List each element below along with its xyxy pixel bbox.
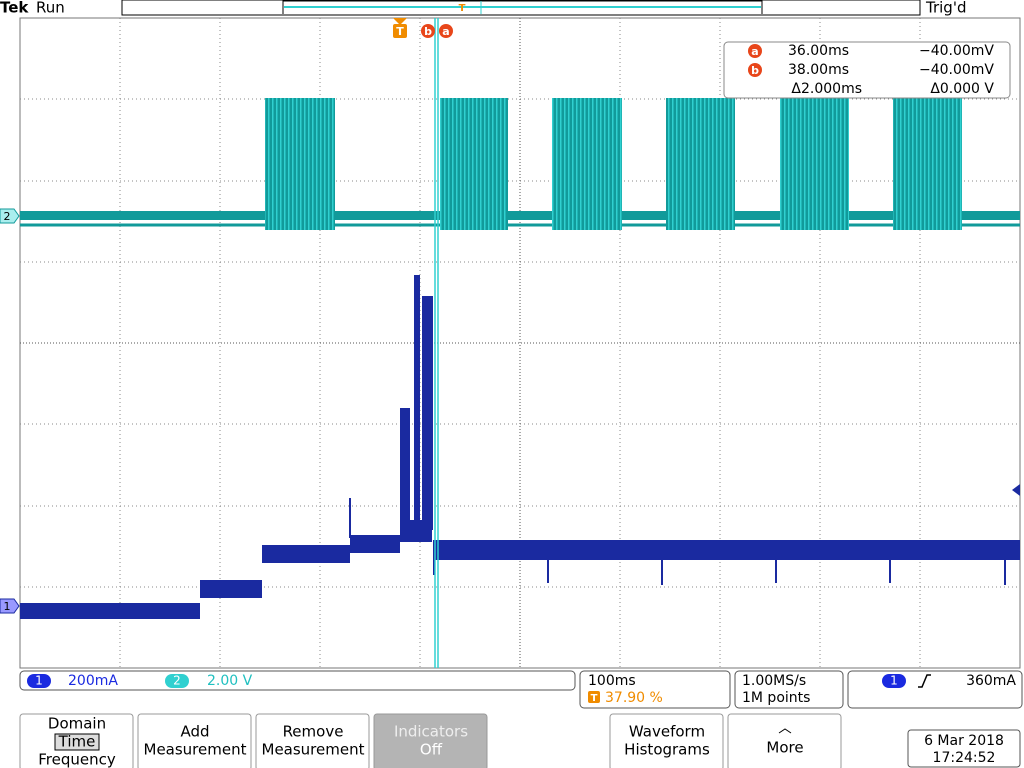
ch1-pill-label: 1 (35, 674, 43, 688)
trigger-arrow (393, 18, 407, 25)
trigger-status: Trig'd (925, 0, 966, 17)
trigger-level-marker (1012, 484, 1020, 496)
ch1-pill (27, 674, 51, 688)
button-text: Frequency (38, 751, 116, 768)
ch2-scale: 2.00 V (207, 673, 253, 689)
horizontal-scale: 100ms (588, 673, 636, 689)
button-text: Domain (48, 715, 106, 733)
button-text: Waveform (629, 723, 705, 741)
up-arrow (778, 728, 792, 734)
trigger-position: 37.90 % (605, 690, 663, 706)
ch1-marker (0, 598, 20, 614)
readout-a-time: 36.00ms (788, 43, 849, 59)
domain-button[interactable]: Domain Time Frequency (19, 713, 134, 768)
readout-delta-time: Δ2.000ms (791, 81, 862, 97)
readout-b-icon (748, 63, 762, 77)
horizontal-status (579, 670, 731, 709)
ch2-marker (0, 208, 20, 224)
acquisition-status (734, 670, 844, 709)
ch2-pill (165, 674, 189, 688)
button-text: Time (58, 733, 96, 751)
brand: Tek (0, 0, 29, 17)
button-text: More (766, 739, 803, 757)
position-marker: T (591, 693, 598, 704)
button-text: Measurement (144, 741, 247, 759)
record-length: 1M points (742, 690, 810, 706)
ch2-waveform (20, 98, 1020, 230)
readout-delta-value: Δ0.000 V (930, 81, 994, 97)
button-text: Indicators (394, 723, 468, 741)
date: 6 Mar 2018 (924, 733, 1004, 749)
cursor-readout (723, 41, 1011, 99)
vertical-status (19, 670, 576, 691)
grid (20, 18, 1020, 668)
cursor-a-marker: a (442, 25, 449, 38)
datetime-box (907, 729, 1021, 768)
readout-a-icon (748, 44, 762, 58)
sample-rate: 1.00MS/s (742, 673, 806, 689)
readout-a-value: −40.00mV (919, 43, 994, 59)
trigger-source: 1 (890, 674, 898, 688)
record-trigger: T (459, 3, 466, 14)
trigger-source-pill (882, 674, 906, 688)
ch1-waveform (20, 275, 1020, 619)
record-bracket (282, 0, 763, 14)
readout-b-value: −40.00mV (919, 62, 994, 78)
position-marker-bg (588, 691, 600, 703)
readout-b-label: b (751, 64, 759, 77)
indicators-button[interactable]: Indicators Off (373, 713, 488, 768)
remove-measurement-button[interactable]: Remove Measurement (255, 713, 370, 768)
readout-b-time: 38.00ms (788, 62, 849, 78)
cursor-a-marker-bg (439, 24, 453, 38)
ch1-marker-label: 1 (4, 600, 11, 613)
cursor-b-marker: b (424, 25, 432, 38)
trigger-marker-bg (393, 24, 407, 38)
run-state: Run (36, 0, 65, 17)
ch1-scale: 200mA (68, 673, 118, 689)
readout-a-label: a (751, 45, 758, 58)
ch2-marker-label: 2 (4, 210, 11, 223)
button-text: Histograms (624, 741, 710, 759)
button-text: Remove (283, 723, 344, 741)
trigger-level: 360mA (966, 673, 1016, 689)
button-text: Add (180, 723, 209, 741)
more-button[interactable]: More (727, 713, 842, 768)
cursor-b-marker-bg (421, 24, 435, 38)
trigger-marker: T (396, 25, 404, 38)
button-text: Off (420, 741, 443, 759)
ch2-pill-label: 2 (173, 674, 181, 688)
button-text: Measurement (262, 741, 365, 759)
time: 17:24:52 (933, 750, 996, 766)
selected-box (54, 733, 100, 751)
slope-icon (918, 674, 931, 688)
waveform-histograms-button[interactable]: Waveform Histograms (609, 713, 724, 768)
add-measurement-button[interactable]: Add Measurement (137, 713, 252, 768)
